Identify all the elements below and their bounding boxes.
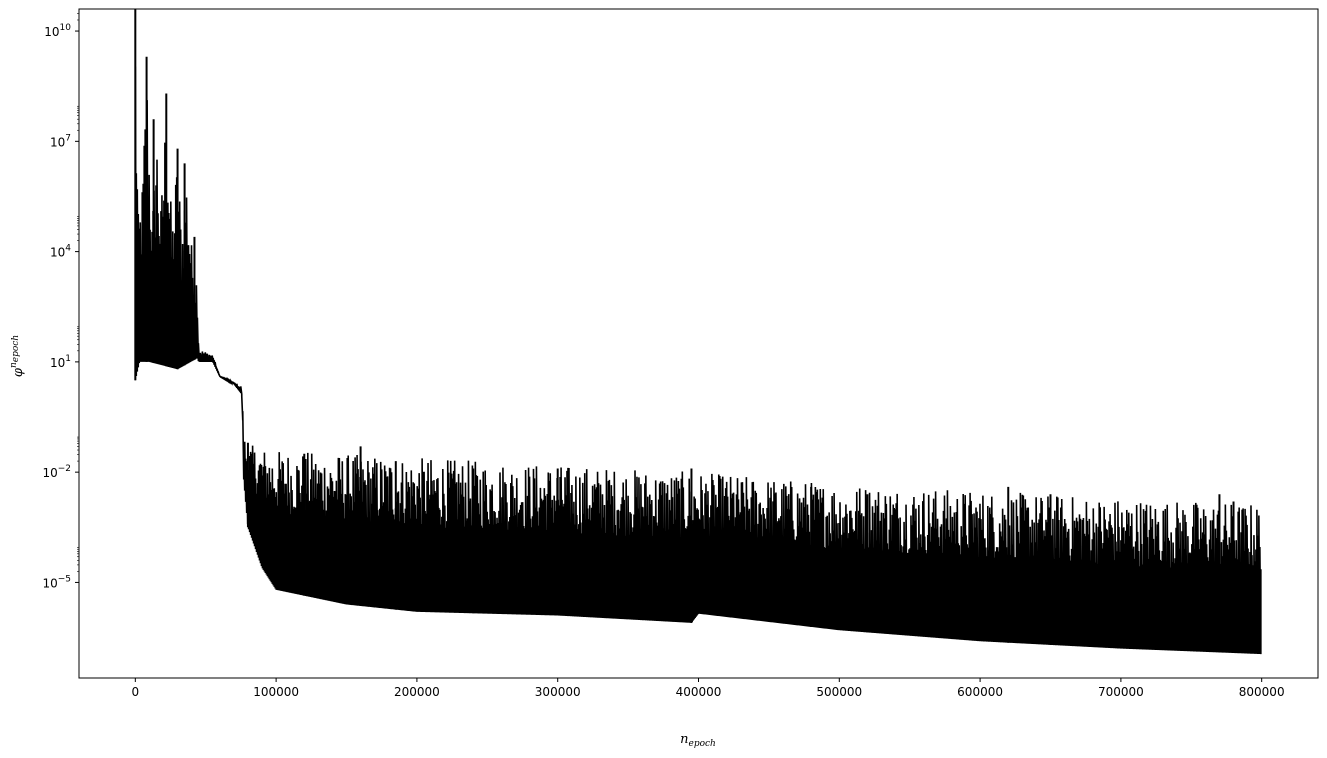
y-axis: 1010 107 104 101 10−2 10−5 — [42, 13, 79, 590]
x-axis-label: nepoch — [680, 732, 716, 749]
x-tick-label: 400000 — [676, 685, 722, 699]
y-axis-label: φnepoch — [9, 335, 26, 377]
x-tick-label: 500000 — [816, 685, 862, 699]
y-tick-label: 104 — [50, 244, 71, 260]
y-tick-label: 1010 — [44, 23, 71, 39]
x-tick-label: 700000 — [1098, 685, 1144, 699]
y-tick-label: 101 — [50, 354, 71, 370]
x-tick-label: 0 — [131, 685, 139, 699]
x-tick-label: 300000 — [535, 685, 581, 699]
series-layer — [134, 9, 1262, 655]
x-tick-label: 800000 — [1239, 685, 1285, 699]
series-line — [134, 66, 1262, 655]
y-tick-label: 10−5 — [42, 574, 71, 590]
x-axis: 0 100000 200000 300000 400000 500000 600000 700… — [131, 678, 1285, 699]
x-tick-label: 100000 — [253, 685, 299, 699]
y-tick-label: 107 — [50, 133, 71, 149]
x-tick-label: 200000 — [394, 685, 440, 699]
y-tick-label: 10−2 — [42, 464, 71, 480]
x-tick-label: 600000 — [957, 685, 1003, 699]
